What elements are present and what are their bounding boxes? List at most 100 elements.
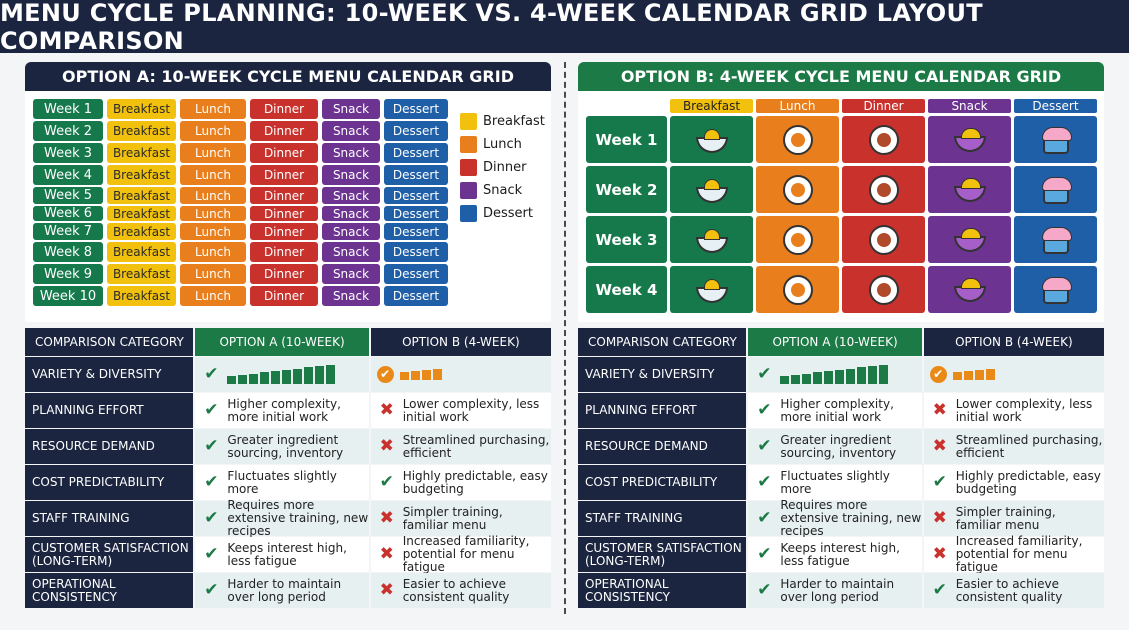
option-b-text: Highly predictable, easy budgeting — [402, 468, 548, 496]
meal-cell-dessert — [1014, 116, 1097, 163]
dinner-plate-icon — [868, 274, 899, 305]
grid-a-row: Week 9 Breakfast Lunch Dinner Snack Dessert — [33, 264, 448, 284]
table-row: COST PREDICTABILITY ✔ Fluctuates slightly … — [578, 465, 1104, 500]
option-b-body: Breakfast Lunch Dinner Snack Dessert Week 1 We… — [578, 91, 1104, 322]
category-cell: STAFF TRAINING — [578, 501, 747, 536]
grid-a-row: Week 3 Breakfast Lunch Dinner Snack Dessert — [33, 143, 448, 163]
option-b-cell: ✖ Increased familiarity, potential for me… — [923, 535, 1104, 574]
check-icon: ✔ — [757, 508, 772, 528]
warning-check-icon: ✔ — [929, 366, 947, 383]
meal-cell-breakfast — [670, 216, 753, 263]
table-row: VARIETY & DIVERSITY ✔ ✔ — [25, 357, 551, 392]
category-cell: PLANNING EFFORT — [578, 393, 747, 428]
grid-a-row: Week 5 Breakfast Lunch Dinner Snack Dessert — [33, 187, 448, 204]
meal-cell-dinner: Dinner — [250, 165, 318, 185]
meal-cell-breakfast: Breakfast — [107, 223, 176, 240]
option-a-heading: OPTION A: 10-WEEK CYCLE MENU CALENDAR GR… — [25, 62, 551, 91]
option-a-text: Keeps interest high, less fatigue — [780, 540, 900, 568]
meal-cell-lunch: Lunch — [180, 206, 246, 221]
meal-cell-breakfast: Breakfast — [107, 286, 176, 306]
lunch-swatch — [460, 136, 477, 153]
meal-cell-lunch: Lunch — [180, 223, 246, 240]
option-a-text: Higher complexity, more initial work — [780, 396, 894, 424]
variety-bar — [974, 369, 984, 381]
variety-bar — [399, 372, 409, 381]
check-icon: ✔ — [204, 436, 219, 456]
grid-a-row: Week 1 Breakfast Lunch Dinner Snack Dessert — [33, 99, 448, 119]
week-label: Week 10 — [33, 286, 103, 306]
option-a-cell: ✔ Greater ingredient sourcing, inventory — [748, 429, 922, 464]
meal-cell-snack: Snack — [322, 99, 380, 119]
option-a-cell: ✔ Requires more extensive training, new r… — [195, 498, 369, 538]
dinner-plate-icon — [868, 124, 899, 155]
option-a-text: Requires more extensive training, new re… — [780, 498, 922, 538]
meal-cell-dessert: Dessert — [384, 187, 448, 204]
meal-cell-breakfast: Breakfast — [107, 143, 176, 163]
option-b-cell: ✖ Streamlined purchasing, efficient — [923, 429, 1104, 464]
variety-bar-meter — [399, 368, 442, 381]
table-row: VARIETY & DIVERSITY ✔ ✔ — [578, 357, 1104, 392]
lunch-plate-icon — [782, 124, 813, 155]
check-icon: ✔ — [204, 544, 219, 564]
week-label: Week 3 — [33, 143, 103, 163]
cross-icon: ✖ — [379, 508, 394, 528]
meal-cell-lunch: Lunch — [180, 165, 246, 185]
option-b-cell: ✔ Highly predictable, easy budgeting — [923, 465, 1104, 500]
option-a-text: Greater ingredient sourcing, inventory — [227, 432, 344, 460]
meal-cell-dessert: Dessert — [384, 223, 448, 240]
grid-a-row: Week 4 Breakfast Lunch Dinner Snack Dessert — [33, 165, 448, 185]
table-row: CUSTOMER SATISFACTION (LONG-TERM) ✔ Keeps … — [578, 535, 1104, 574]
option-a-text: Higher complexity, more initial work — [227, 396, 341, 424]
option-a-cell: ✔ Greater ingredient sourcing, inventory — [195, 429, 369, 464]
variety-bar — [868, 365, 878, 385]
snack-bowl-icon — [953, 177, 986, 202]
week-label: Week 2 — [33, 121, 103, 141]
meal-cell-snack: Snack — [322, 187, 380, 204]
check-icon: ✔ — [204, 472, 219, 492]
snack-bowl-icon — [953, 227, 986, 252]
table-row: STAFF TRAINING ✔ Requires more extensive t… — [25, 498, 551, 538]
legend-item-lunch: Lunch — [460, 136, 545, 153]
variety-bar — [304, 367, 314, 385]
meal-cell-snack: Snack — [322, 223, 380, 240]
table-row: PLANNING EFFORT ✔ Higher complexity, more … — [578, 393, 1104, 428]
meal-cell-snack — [928, 266, 1011, 313]
option-a-text: Harder to maintain over long period — [780, 576, 895, 604]
variety-bar-meter — [780, 364, 889, 385]
meal-cell-dessert: Dessert — [384, 165, 448, 185]
category-cell: RESOURCE DEMAND — [578, 429, 747, 464]
meal-cell-dessert: Dessert — [384, 242, 448, 262]
option-a-cell: ✔ Keeps interest high, less fatigue — [748, 537, 922, 572]
table-row: RESOURCE DEMAND ✔ Greater ingredient sourc… — [25, 429, 551, 464]
week-label: Week 7 — [33, 223, 103, 240]
option-b-cell: ✖ Simpler training, familiar menu — [923, 501, 1104, 536]
check-icon: ✔ — [757, 364, 772, 384]
option-b-cell: ✔ Easier to achieve consistent quality — [923, 573, 1104, 608]
week-label: Week 6 — [33, 206, 103, 221]
meal-cell-dessert: Dessert — [384, 206, 448, 221]
option-a-text: Keeps interest high, less fatigue — [227, 540, 347, 568]
option-b-text: Highly predictable, easy budgeting — [955, 468, 1101, 496]
variety-bar — [260, 372, 270, 385]
variety-bar — [271, 371, 281, 385]
table-row: PLANNING EFFORT ✔ Higher complexity, more … — [25, 393, 551, 428]
option-a-cell: ✔ Fluctuates slightly more — [195, 465, 369, 500]
check-icon: ✔ — [204, 508, 219, 528]
check-icon: ✔ — [204, 580, 219, 600]
option-a-body: Week 1 Breakfast Lunch Dinner Snack Dessert We… — [25, 91, 551, 322]
variety-bar — [249, 373, 259, 385]
meal-cell-lunch: Lunch — [180, 143, 246, 163]
meal-legend: Breakfast Lunch Dinner Snack Dessert — [460, 113, 545, 228]
variety-bar — [952, 372, 962, 381]
table-header-1: OPTION A (10-WEEK) — [195, 328, 369, 356]
meal-cell-lunch: Lunch — [180, 264, 246, 284]
option-a-cell: ✔ Requires more extensive training, new r… — [748, 498, 922, 538]
check-icon: ✔ — [204, 400, 219, 420]
warning-check-icon: ✔ — [376, 366, 394, 383]
week-label: Week 9 — [33, 264, 103, 284]
option-a-text: Requires more extensive training, new re… — [227, 498, 369, 538]
comparison-table-right: COMPARISON CATEGORY OPTION A (10-WEEK) OPT… — [578, 328, 1104, 609]
option-b-heading: OPTION B: 4-WEEK CYCLE MENU CALENDAR GRI… — [578, 62, 1104, 91]
cupcake-icon — [1041, 276, 1072, 304]
table-header-1: OPTION A (10-WEEK) — [748, 328, 922, 356]
